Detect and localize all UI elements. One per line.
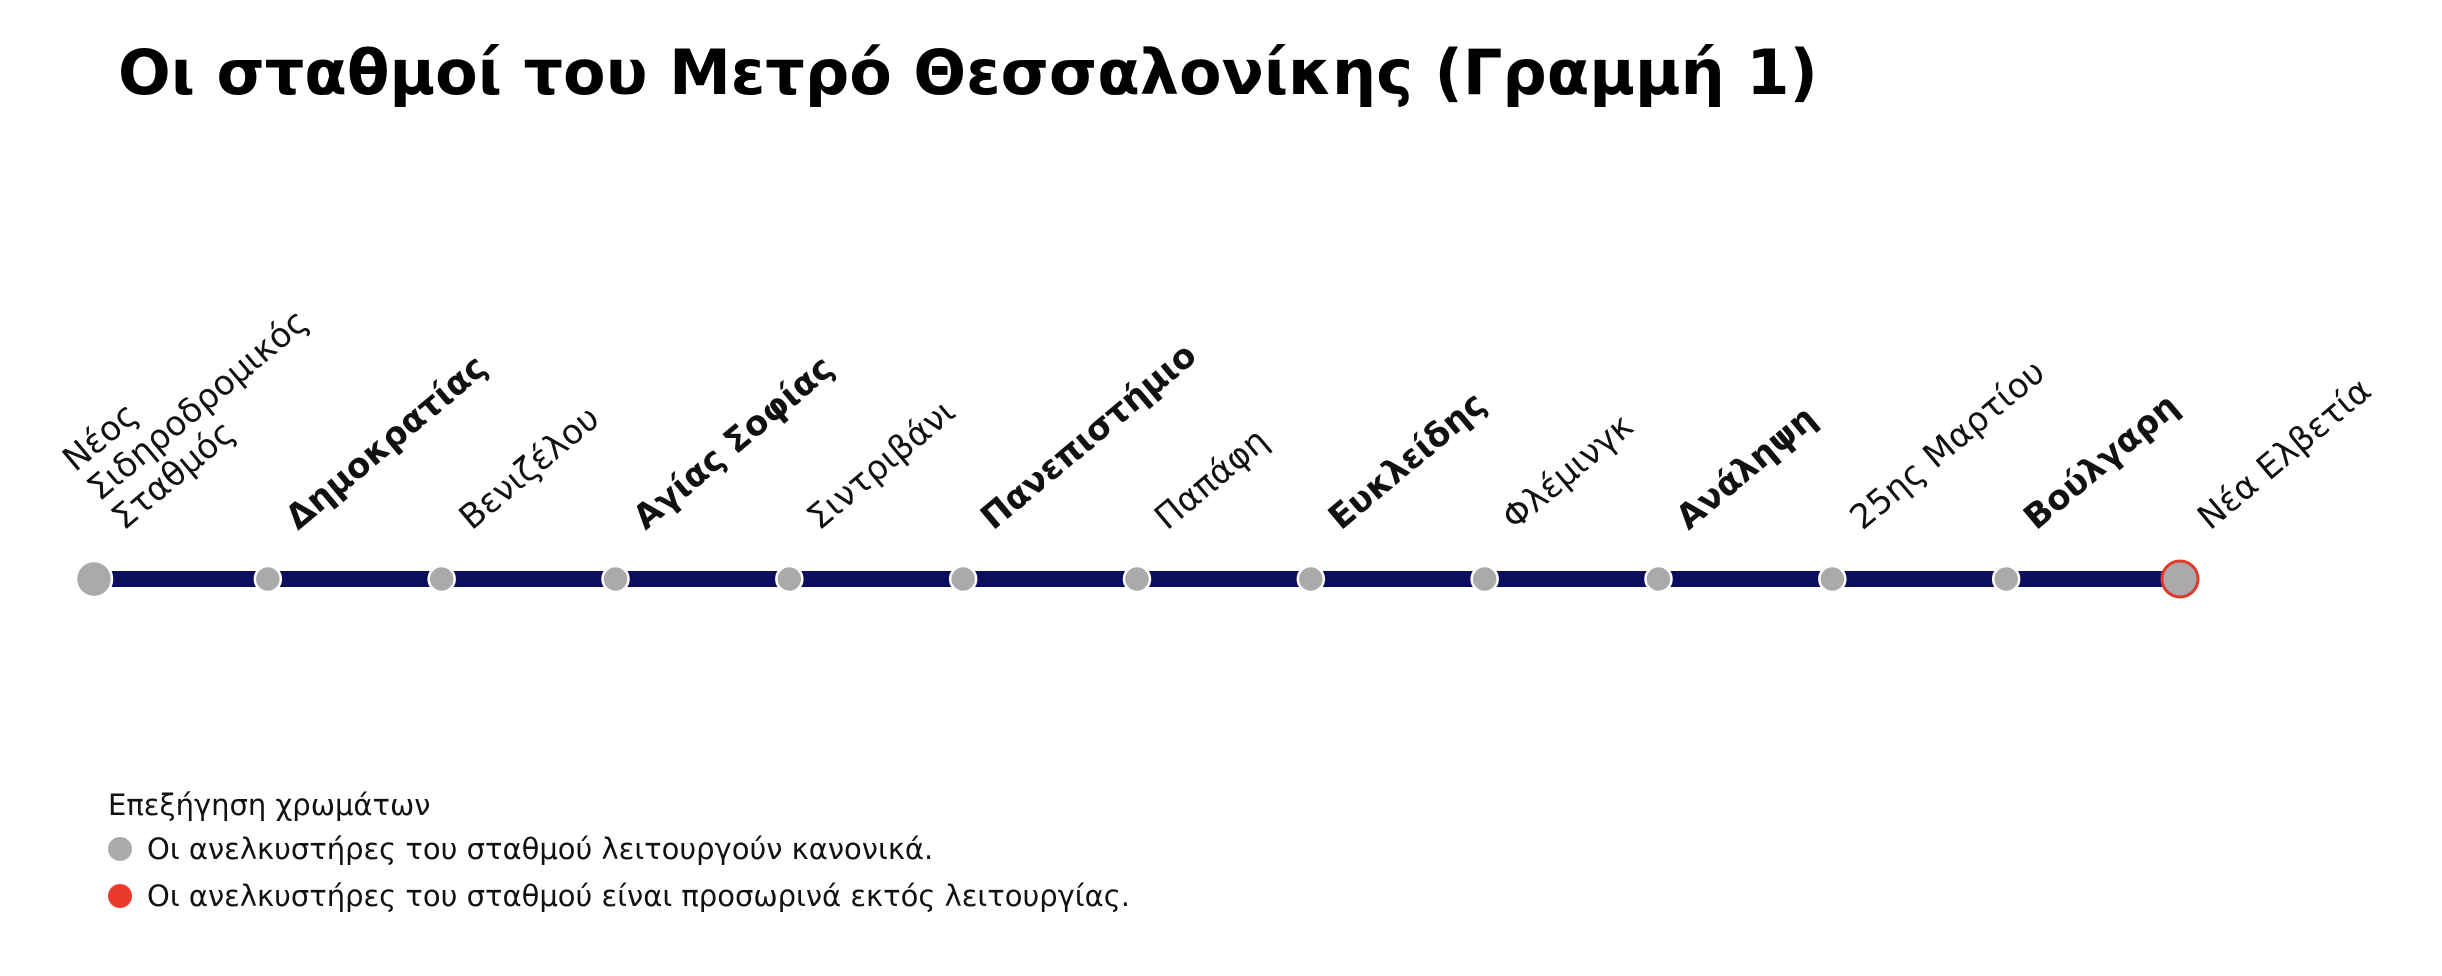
station-label: Φλέμινγκ [1495,406,1641,538]
station-label: Βούλγαρη [2016,386,2186,538]
station-label: Νέα Ελβετία [2190,370,2379,538]
station-dot [775,564,804,594]
station-dot [1122,564,1152,594]
station-dot [601,564,630,594]
station-dot [427,564,456,594]
legend-dot [108,884,132,908]
station-dot [1818,564,1847,594]
station-dot [1644,564,1673,594]
legend-label: Οι ανελκυστήρες του σταθμού είναι προσωρ… [147,879,1130,913]
station-name: Βούλγαρη [2016,386,2186,538]
station-dot [1470,564,1499,594]
station-name: Σιντριβάνι [799,391,963,537]
station-name: Ανάληψη [1669,398,1825,538]
station-name: Ευκλείδης [1321,384,1494,538]
station-dot [1296,564,1326,594]
station-label: Ανάληψη [1669,398,1825,538]
legend-label: Οι ανελκυστήρες του σταθμού λειτουργούν … [147,832,933,866]
station-dot [253,564,283,594]
station-dot [2160,559,2200,599]
station-name: Νέα Ελβετία [2190,370,2379,538]
station-label: Βενιζέλου [452,398,608,538]
legend-title: Επεξήγηση χρωμάτων [108,788,430,822]
station-label: Ευκλείδης [1321,384,1494,538]
station-name: Φλέμινγκ [1495,406,1641,538]
station-dot [1991,564,2021,594]
station-name: Παπάφη [1147,421,1276,538]
title: Οι σταθμοί του Μετρό Θεσσαλονίκης (Γραμμ… [118,36,1818,109]
station-dot [74,559,114,599]
legend-dot [108,837,132,861]
station-name: Βενιζέλου [452,398,608,538]
station-dot [948,564,978,594]
station-label: Σιντριβάνι [799,391,963,537]
station-label: Παπάφη [1147,421,1276,538]
